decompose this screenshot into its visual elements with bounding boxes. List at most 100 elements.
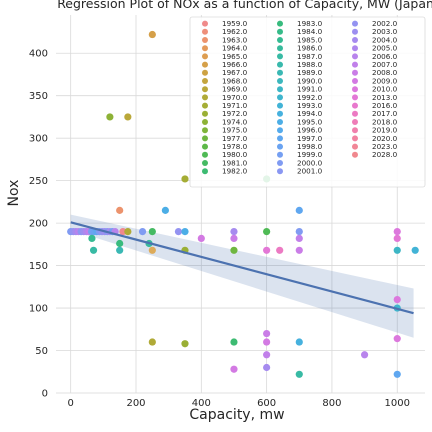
legend-label: 1967.0 [222,68,248,77]
legend-marker [202,102,208,109]
legend-label: 1963.0 [222,35,248,44]
data-point [148,30,156,39]
legend-marker [277,143,283,150]
legend-label: 1969.0 [222,85,248,94]
x-tick-label: 800 [322,398,341,409]
legend-marker [352,127,358,134]
legend-label: 2017.0 [372,109,398,118]
legend-marker [352,110,358,117]
legend-marker [202,168,208,175]
data-point [276,246,284,254]
legend-marker [277,53,283,60]
data-point [181,175,189,183]
legend-marker [277,102,283,109]
legend-label: 1970.0 [222,93,248,102]
data-point [393,234,401,243]
legend-marker [352,53,358,60]
data-point [393,295,401,304]
legend-marker [277,61,283,68]
legend-marker [202,53,208,60]
legend-label: 1993.0 [297,101,323,110]
legend-marker [277,45,283,52]
legend-marker [202,69,208,76]
x-tick-label: 600 [257,398,276,409]
data-point [230,338,238,346]
legend-label: 1990.0 [297,76,323,85]
legend-label: 2013.0 [372,93,398,102]
data-point [411,246,419,254]
legend-marker [202,151,208,158]
legend-marker [202,127,208,134]
legend-label: 2009.0 [372,76,398,85]
legend-marker [202,143,208,150]
data-point [295,246,303,254]
data-point [360,351,369,359]
data-point [161,206,169,214]
y-tick-label: 100 [29,304,48,315]
data-point [295,234,303,243]
data-point [295,370,303,378]
legend-label: 1962.0 [222,27,248,36]
data-point [230,228,238,236]
y-tick-label: 250 [29,176,48,187]
legend-label: 2023.0 [372,142,398,151]
x-tick-label: 200 [126,398,145,409]
x-tick-label: 400 [192,398,211,409]
legend-label: 1975.0 [222,126,248,135]
legend-label: 2007.0 [372,60,398,69]
data-point [393,228,401,236]
data-point [295,206,303,214]
legend-marker [202,160,208,166]
legend-marker [202,119,208,125]
data-point [393,370,401,378]
y-tick-label: 0 [42,389,48,400]
data-point [263,228,271,236]
data-point [263,329,271,338]
y-tick-label: 50 [35,346,48,357]
data-point [263,338,271,346]
data-point [89,246,98,254]
data-point [124,228,132,236]
legend-box [189,16,426,188]
legend-marker [277,28,283,35]
legend-marker [352,86,358,93]
legend-label: 1980.0 [222,150,248,159]
data-point [148,246,156,254]
legend-marker [352,45,358,52]
legend-label: 1978.0 [222,142,248,151]
regression-line-path [70,221,414,315]
legend-label: 1989.0 [297,68,323,77]
legend-label: 2010.0 [372,85,398,94]
legend-label: 1992.0 [297,93,323,102]
legend-marker [202,78,208,84]
legend-label: 1987.0 [297,52,323,61]
legend-label: 1988.0 [297,60,323,69]
y-tick-label: 350 [29,91,48,102]
legend-marker [277,160,283,166]
legend-marker [352,135,358,142]
legend-label: 2003.0 [372,27,398,36]
data-point [174,228,183,236]
legend-marker [277,119,283,125]
legend-marker [277,86,283,93]
data-point [148,338,156,346]
y-axis-ticks: 0 50 100 150 200 250 300 350 400 [29,49,48,400]
y-axis-title: Nox [6,180,22,207]
legend-label: 1999.0 [297,150,323,159]
legend-marker [352,119,358,125]
legend-label: 2008.0 [372,68,398,77]
legend-label: 1972.0 [222,109,248,118]
legend-marker [352,102,358,109]
legend-marker [352,151,358,158]
legend-label: 1983.0 [297,19,323,28]
legend-label: 2019.0 [372,126,398,135]
legend-marker [352,69,358,76]
legend-label: 1991.0 [297,85,323,94]
data-point [88,234,96,243]
y-tick-label: 150 [29,261,48,272]
legend-label: 2020.0 [372,134,398,143]
legend-label: 1964.0 [222,44,248,53]
legend-label: 2004.0 [372,35,398,44]
legend-label: 2001.0 [297,167,323,176]
legend-label: 1965.0 [222,52,248,61]
